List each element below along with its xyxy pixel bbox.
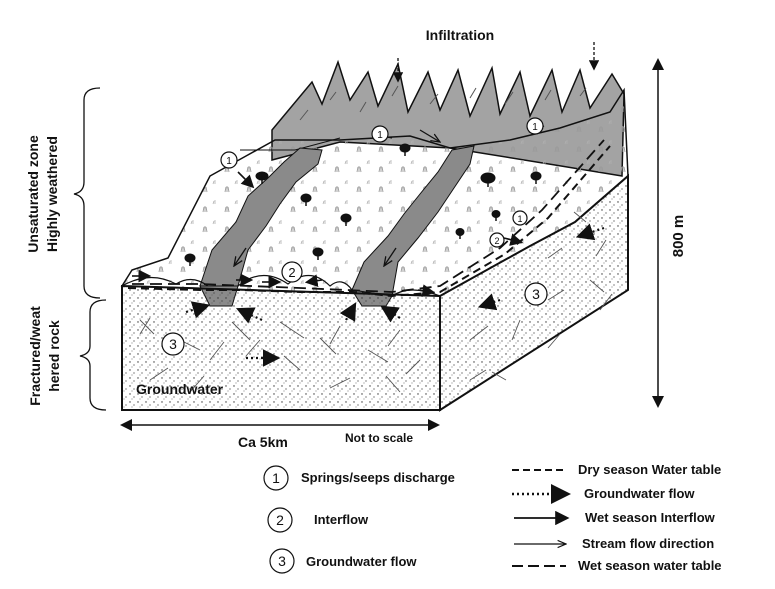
svg-text:Wet season water table: Wet season water table <box>578 558 722 573</box>
marker-2-front: 2 <box>281 261 303 283</box>
stream-channel-left <box>199 147 323 287</box>
legend-item-3: 3 Groundwater flow <box>269 548 417 574</box>
legend-stream-flow: Stream flow direction <box>514 536 714 551</box>
fracture-lines <box>139 211 613 393</box>
height-arrow <box>652 58 664 408</box>
marker-2-slope: 2 <box>489 232 505 248</box>
width-arrow <box>120 419 440 431</box>
marker-1-top: 1 <box>371 125 389 143</box>
width-label: Ca 5km <box>238 434 288 450</box>
infiltration-arrows <box>392 42 600 83</box>
svg-text:1: 1 <box>272 470 280 486</box>
svg-text:Groundwater flow: Groundwater flow <box>306 554 417 569</box>
legend-wet-water-table: Wet season water table <box>512 558 722 573</box>
svg-text:2: 2 <box>276 512 284 528</box>
legend: 1 Springs/seeps discharge 2 Interflow 3 … <box>263 462 722 574</box>
unsaturated-zone-label: Unsaturated zone <box>25 135 41 253</box>
marker-3-side: 3 <box>524 282 548 306</box>
highly-weathered-label: Highly weathered <box>44 136 60 252</box>
svg-text:Wet season Interflow: Wet season Interflow <box>585 510 716 525</box>
scale-note: Not to scale <box>345 431 413 445</box>
legend-item-2: 2 Interflow <box>267 507 369 533</box>
legend-groundwater-flow: Groundwater flow <box>512 484 695 504</box>
svg-text:2: 2 <box>494 236 499 246</box>
svg-text:Groundwater flow: Groundwater flow <box>584 486 695 501</box>
svg-text:Stream flow direction: Stream flow direction <box>582 536 714 551</box>
svg-text:Springs/seeps discharge: Springs/seeps discharge <box>301 470 455 485</box>
dry-season-water-table <box>127 145 611 298</box>
svg-text:1: 1 <box>532 122 538 133</box>
svg-text:Interflow: Interflow <box>314 512 369 527</box>
legend-item-1: 1 Springs/seeps discharge <box>263 465 455 491</box>
marker-1-right: 1 <box>526 117 544 135</box>
fractured-rock-label-1: Fractured/weat <box>27 306 43 406</box>
svg-text:2: 2 <box>288 265 295 280</box>
svg-text:3: 3 <box>532 286 540 302</box>
svg-text:3: 3 <box>169 336 177 352</box>
interflow-arrows <box>132 171 524 297</box>
groundwater-label: Groundwater <box>136 381 224 397</box>
marker-1-slope: 1 <box>512 210 528 226</box>
fractured-zone-brace <box>79 299 107 411</box>
tree-group <box>184 143 542 266</box>
svg-text:Dry season Water table: Dry season Water table <box>578 462 721 477</box>
svg-text:3: 3 <box>278 553 286 569</box>
stream-channel-right <box>351 145 475 297</box>
legend-dry-water-table: Dry season Water table <box>512 462 721 477</box>
svg-text:1: 1 <box>377 130 383 141</box>
svg-text:1: 1 <box>226 156 232 167</box>
unsaturated-zone-brace <box>73 87 101 299</box>
marker-3-front: 3 <box>161 332 185 356</box>
legend-wet-interflow: Wet season Interflow <box>514 510 716 526</box>
fractured-rock-label-2: hered rock <box>46 320 62 392</box>
height-label: 800 m <box>670 215 687 258</box>
groundwater-flow-arrows <box>185 223 605 367</box>
marker-1-left: 1 <box>220 151 238 169</box>
ridge-texture <box>299 85 587 121</box>
svg-text:1: 1 <box>517 214 522 224</box>
infiltration-label: Infiltration <box>426 27 494 43</box>
